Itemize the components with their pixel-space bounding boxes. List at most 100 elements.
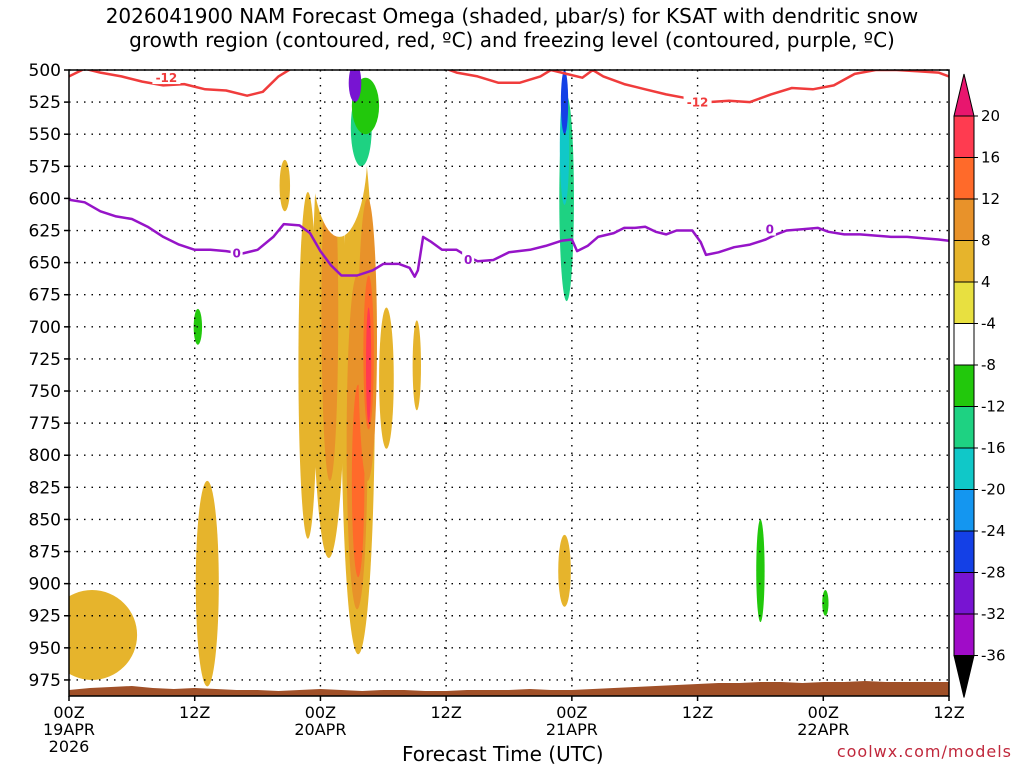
colorbar-label--20: -20	[981, 481, 1006, 499]
ytick-label-525: 525	[29, 93, 61, 113]
colorbar-label--12: -12	[981, 398, 1006, 416]
omega-region-blob-13z-yellow	[195, 480, 219, 687]
omega-region-blob-56z-green	[645, 600, 673, 657]
chart-title-line-1: 2026041900 NAM Forecast Omega (shaded, μ…	[105, 4, 919, 28]
xtick-date-72: 22APR	[797, 720, 849, 739]
freezing-level-contour	[69, 198, 949, 278]
x-axis-label: Forecast Time (UTC)	[402, 742, 604, 766]
omega-region-blob-33z-yellow	[412, 320, 421, 411]
colorbar-bin--16	[953, 447, 975, 490]
freezing-label-2-bg	[462, 251, 475, 266]
ytick-label-550: 550	[29, 125, 61, 145]
freezing-label-3-bg	[763, 221, 776, 236]
ytick-label-700: 700	[29, 318, 61, 338]
terrain-fill	[69, 681, 949, 696]
freezing-label-1: 0	[232, 246, 240, 260]
ytick-label-875: 875	[29, 543, 61, 563]
xtick-date-48: 21APR	[546, 720, 598, 739]
omega-region-blob-47z-yellow	[558, 534, 571, 607]
ytick-label-725: 725	[29, 350, 61, 370]
colorbar-bottom-arrow	[953, 655, 975, 698]
xtick-date-0: 19APR	[43, 720, 95, 739]
colorbar-label--8: -8	[981, 356, 996, 374]
omega-region-region-00z-yellow	[69, 590, 138, 680]
ytick-label-775: 775	[29, 414, 61, 434]
omega-region-spike-66z-teal	[756, 519, 765, 623]
omega-region-column-48z-tail	[566, 397, 578, 424]
plot-frame	[68, 69, 950, 697]
omega-region-column-12z-green	[182, 175, 210, 407]
credit-text: coolwx.com/models	[836, 742, 1012, 761]
ytick-label-650: 650	[29, 254, 61, 274]
xtick-year-0: 2026	[49, 737, 90, 756]
contour-lines: -12 -12 0 0 0	[69, 70, 949, 278]
ytick-label-600: 600	[29, 189, 61, 209]
colorbar-label--4: -4	[981, 315, 996, 333]
xtick-label-24: 00Z	[305, 703, 336, 722]
colorbar-bin-4	[953, 281, 975, 324]
colorbar-top-arrow	[953, 73, 975, 117]
freezing-label-1-bg	[230, 245, 243, 260]
omega-region-region-80z-green	[854, 609, 949, 674]
freezing-label-3: 0	[766, 223, 774, 237]
ytick-label-825: 825	[29, 478, 61, 498]
terrain-strip	[69, 681, 949, 696]
colorbar-label-12: 12	[981, 190, 1000, 208]
colorbar: 20 16 12 8 4 -4 -8 -12 -16 -20 -24 -28 -32 -36	[953, 73, 1006, 698]
colorbar-label--28: -28	[981, 564, 1006, 582]
ytick-label-975: 975	[29, 671, 61, 691]
dgz-label-1-bg	[152, 70, 181, 85]
ytick-label-850: 850	[29, 510, 61, 530]
chart-title: 2026041900 NAM Forecast Omega (shaded, μ…	[0, 4, 1024, 52]
omega-region-storm-upper-green-b	[368, 105, 419, 235]
omega-region-blob-55z-green	[642, 506, 657, 564]
colorbar-label-16: 16	[981, 149, 1000, 167]
xtick-date-24: 20APR	[294, 720, 346, 739]
ytick-label-800: 800	[29, 446, 61, 466]
omega-region-blob-15z-green	[221, 371, 248, 436]
xtick-label-72: 00Z	[808, 703, 839, 722]
omega-region-storm-upper-purple	[348, 70, 362, 103]
ytick-label-925: 925	[29, 607, 61, 627]
ytick-label-900: 900	[29, 575, 61, 595]
dgz-minus12-contour	[69, 70, 949, 104]
chart-title-line-2: growth region (contoured, red, ºC) and f…	[129, 28, 895, 52]
colorbar-label--32: -32	[981, 605, 1006, 623]
colorbar-bin-8	[953, 240, 975, 283]
omega-region-blob-20z-yellow-upper	[279, 159, 291, 212]
colorbar-label--16: -16	[981, 439, 1006, 457]
omega-region-blob-36z-green-b	[452, 275, 466, 340]
omega-shading	[69, 70, 949, 687]
colorbar-bin--28	[953, 572, 975, 615]
colorbar-bin-12	[953, 198, 975, 241]
xtick-label-12: 12Z	[179, 703, 210, 722]
ytick-label-500: 500	[29, 61, 61, 81]
ytick-label-675: 675	[29, 286, 61, 306]
colorbar-bin--4	[953, 323, 975, 366]
xtick-label-36: 12Z	[430, 703, 461, 722]
ytick-label-950: 950	[29, 639, 61, 659]
omega-region-upper-left-streak	[144, 70, 157, 168]
dgz-label-1: -12	[156, 71, 178, 85]
freezing-label-2: 0	[464, 253, 472, 267]
colorbar-bin-fill-fix	[953, 613, 975, 656]
xtick-label-60: 12Z	[682, 703, 713, 722]
omega-region-band-30z-yellow	[379, 307, 394, 449]
colorbar-bin--8	[953, 364, 975, 407]
dgz-label-2: -12	[687, 95, 709, 109]
omega-region-band-28z-red	[366, 307, 372, 424]
colorbar-label--36: -36	[981, 647, 1006, 665]
axes: 500 525 550 575 600 625 650 675 700 725 750 775 800 8…	[29, 61, 965, 756]
colorbar-bin--24	[953, 530, 975, 573]
ytick-label-625: 625	[29, 222, 61, 242]
colorbar-bin--12	[953, 406, 975, 449]
dgz-label-2-bg	[683, 94, 712, 109]
ytick-label-575: 575	[29, 157, 61, 177]
xtick-label-0: 00Z	[53, 703, 84, 722]
xtick-label-48: 00Z	[556, 703, 587, 722]
colorbar-bin-20	[953, 115, 975, 158]
colorbar-bin-16	[953, 157, 975, 200]
xtick-label-84: 12Z	[933, 703, 964, 722]
colorbar-bin--20	[953, 489, 975, 532]
